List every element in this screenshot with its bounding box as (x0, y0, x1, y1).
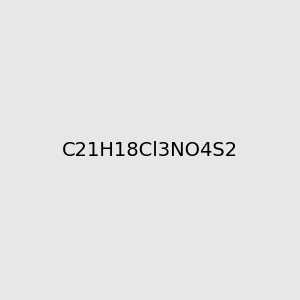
Text: C21H18Cl3NO4S2: C21H18Cl3NO4S2 (62, 140, 238, 160)
